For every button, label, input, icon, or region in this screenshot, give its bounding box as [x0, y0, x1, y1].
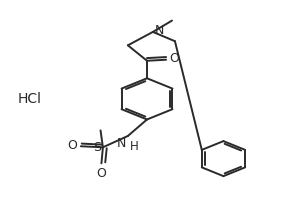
Text: HCl: HCl: [17, 92, 41, 106]
Text: O: O: [67, 139, 77, 152]
Text: N: N: [154, 24, 164, 37]
Text: O: O: [170, 52, 180, 65]
Text: H: H: [130, 140, 139, 153]
Text: O: O: [96, 167, 106, 180]
Text: N: N: [117, 137, 126, 150]
Text: S: S: [93, 141, 101, 154]
